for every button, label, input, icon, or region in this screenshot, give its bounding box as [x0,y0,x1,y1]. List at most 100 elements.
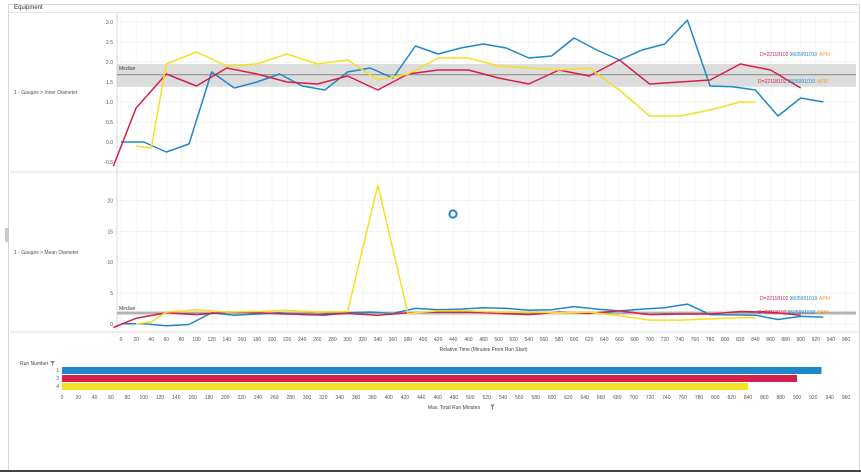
x-tick-label: 260 [313,337,322,343]
bar-x-tick-label: 120 [156,395,165,401]
x-tick-label: 600 [570,337,579,343]
bar-x-tick-label: 160 [188,395,197,401]
bar-x-tick-label: 460 [433,395,442,401]
x-tick-label: 620 [585,337,594,343]
x-tick-label: 900 [797,337,806,343]
x-tick-label: 140 [223,337,232,343]
panel-row-label-mean: 1 - Gauges > Mean Diameter [14,250,79,256]
bar-x-tick-label: 900 [793,395,802,401]
bar-x-tick-label: 720 [646,395,655,401]
bar-x-tick-label: 60 [108,395,114,401]
collapse-handle[interactable] [5,228,9,242]
x-tick-label: 100 [192,337,201,343]
x-tick-label: 500 [494,337,503,343]
median-label: Median [119,66,136,72]
bar-x-tick-label: 520 [482,395,491,401]
x-tick-label: 960 [842,337,851,343]
bar-x-tick-label: 420 [401,395,410,401]
x-tick-label: 120 [207,337,216,343]
x-tick-label: 640 [600,337,609,343]
x-tick-label: 800 [721,337,730,343]
bar-x-tick-label: 300 [303,395,312,401]
bar-x-tick-label: 880 [776,395,785,401]
bar-x-tick-label: 480 [450,395,459,401]
x-tick-label: 160 [238,337,247,343]
bar-x-tick-label: 740 [662,395,671,401]
bar-x-tick-label: 200 [221,395,230,401]
series-annotation: APM [819,296,830,302]
bar-category-label: 1 [56,368,59,374]
x-tick-label: 840 [751,337,760,343]
bar-x-tick-label: 580 [531,395,540,401]
bar-x-tick-label: 180 [205,395,214,401]
bar-chart-title: Run Number [20,361,49,367]
x-axis-title: Relative Time (Minutes From Run Start) [439,347,527,353]
x-tick-label: 520 [510,337,519,343]
bar-x-tick-label: 700 [629,395,638,401]
panel-row-label-inner: 1 - Gauges > Inner Diameter [14,90,78,96]
series-annotation: 9605991010 [788,310,816,316]
x-tick-label: 300 [343,337,352,343]
x-tick-label: 40 [148,337,154,343]
y-tick-label: 0.5 [106,120,113,126]
bar-category-label: 3 [56,376,59,382]
bar-x-tick-label: 280 [286,395,295,401]
loading-spinner-icon [448,209,458,219]
median-label: Median [119,306,136,312]
bar-x-tick-label: 380 [368,395,377,401]
bar-x-tick-label: 40 [92,395,98,401]
bar-x-tick-label: 220 [237,395,246,401]
y-tick-label: 15 [107,229,113,235]
bar-x-tick-label: 780 [695,395,704,401]
y-tick-label: 3.0 [106,20,113,26]
x-tick-label: 340 [374,337,383,343]
x-tick-label: 780 [706,337,715,343]
x-tick-label: 660 [615,337,624,343]
series-annotation: D=22118102 [760,296,789,302]
series-annotation: APM [819,52,830,58]
series-annotation: 9605991010 [790,296,818,302]
y-tick-label: 10 [107,260,113,266]
x-tick-label: 920 [812,337,821,343]
bar-x-tick-label: 820 [727,395,736,401]
bar-run-1 [62,367,822,374]
bar-run-3 [62,375,797,382]
bar-category-label: 4 [56,384,59,390]
x-tick-label: 940 [827,337,836,343]
x-tick-label: 420 [434,337,443,343]
bar-x-tick-label: 140 [172,395,181,401]
y-tick-label: 2.0 [106,60,113,66]
x-tick-label: 380 [404,337,413,343]
bar-x-tick-label: 840 [744,395,753,401]
y-tick-label: 0 [110,322,113,328]
bar-x-tick-label: 80 [125,395,131,401]
filter-icon [50,361,55,367]
series-annotation: D=22118102 [758,79,787,85]
bar-x-tick-label: 800 [711,395,720,401]
x-tick-label: 0 [120,337,123,343]
x-tick-label: 680 [630,337,639,343]
y-tick-label: 5 [110,291,113,297]
series-line-inner-1 [112,59,802,167]
series-annotation: 9605991010 [790,52,818,58]
bottom-border [0,470,861,472]
series-annotation: 9605991010 [788,79,816,85]
bar-x-tick-label: 920 [809,395,818,401]
bar-x-tick-label: 640 [580,395,589,401]
series-line-inner-2 [136,51,756,149]
bar-x-tick-label: 260 [270,395,279,401]
panel-title: Equipment [14,5,43,11]
x-tick-label: 460 [464,337,473,343]
x-tick-label: 480 [479,337,488,343]
x-tick-label: 440 [449,337,458,343]
x-tick-label: 280 [328,337,337,343]
series-line-mean-0 [121,303,824,327]
bar-x-tick-label: 760 [678,395,687,401]
bar-x-tick-label: 240 [254,395,263,401]
y-tick-label: 2.5 [106,40,113,46]
bar-x-tick-label: 960 [842,395,851,401]
series-line-inner-0 [121,19,824,153]
y-tick-label: -0.5 [104,160,113,166]
bar-x-tick-label: 540 [499,395,508,401]
x-tick-label: 720 [661,337,670,343]
